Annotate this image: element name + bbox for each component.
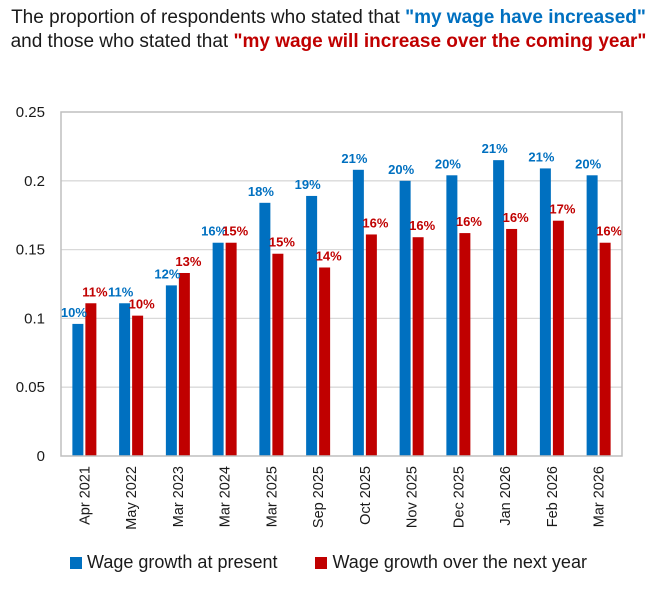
bar-present	[352, 169, 364, 457]
bar-next-year	[599, 242, 611, 456]
bar-present	[259, 202, 271, 456]
bar-next-year	[225, 242, 237, 456]
x-axis-ticks: Apr 2021 May 2022 Mar 2023 Mar 2024 Mar 2025…	[77, 466, 607, 530]
x-tick-label: Mar 2023	[171, 466, 187, 527]
x-tick-label: Dec 2025	[451, 466, 467, 528]
data-label-next-year: 11%	[82, 284, 108, 299]
bar-next-year	[132, 315, 144, 456]
x-tick-label: Sep 2025	[311, 466, 327, 528]
data-label-next-year: 16%	[456, 214, 482, 229]
y-tick-label: 0.15	[16, 242, 45, 259]
bar-next-year	[506, 228, 518, 456]
legend: Wage growth at present Wage growth over …	[0, 552, 657, 573]
legend-label-present: Wage growth at present	[87, 552, 278, 572]
data-label-next-year: 13%	[175, 254, 201, 269]
legend-swatch-next-year	[315, 556, 328, 569]
data-label-next-year: 10%	[129, 297, 155, 312]
bars	[72, 160, 611, 457]
data-label-present: 21%	[482, 141, 508, 156]
bar-present	[493, 160, 505, 456]
bar-next-year	[85, 303, 97, 456]
x-tick-label: Feb 2026	[545, 466, 561, 527]
data-label-next-year: 16%	[362, 215, 388, 230]
bar-present	[119, 303, 131, 456]
data-label-next-year: 14%	[316, 248, 342, 263]
gridlines	[61, 180, 622, 388]
y-tick-label: 0.1	[24, 310, 45, 327]
plot-area-frame	[60, 111, 623, 457]
bar-present	[212, 242, 224, 456]
data-label-present: 19%	[295, 177, 321, 192]
data-label-present: 21%	[528, 149, 554, 164]
legend-item-present: Wage growth at present	[70, 552, 277, 573]
y-tick-label: 0.05	[16, 379, 45, 396]
data-label-present: 12%	[154, 266, 180, 281]
bar-next-year	[272, 253, 284, 456]
data-label-present: 18%	[248, 184, 274, 199]
data-label-present: 21%	[341, 151, 367, 166]
data-label-next-year: 15%	[222, 224, 248, 239]
legend-swatch-present	[70, 556, 83, 569]
title-part-1: "my wage have increased"	[405, 7, 646, 28]
data-label-present: 20%	[388, 162, 414, 177]
bar-present	[399, 180, 411, 457]
x-tick-label: Nov 2025	[405, 466, 421, 528]
data-label-next-year: 15%	[269, 235, 295, 250]
data-labels: 10%11% 11%10%12%13%16%15%18%15%19%14%21%1…	[61, 141, 623, 320]
chart-title: The proportion of respondents who stated…	[0, 6, 657, 54]
x-tick-label: Mar 2024	[218, 466, 234, 527]
data-label-next-year: 17%	[549, 202, 575, 217]
bar-present	[306, 195, 318, 456]
x-tick-label: Oct 2025	[358, 466, 374, 525]
data-label-next-year: 16%	[503, 210, 529, 225]
x-tick-label: Mar 2025	[264, 466, 280, 527]
x-tick-label: May 2022	[124, 466, 140, 530]
x-tick-label: Jan 2026	[498, 466, 514, 526]
data-label-present: 20%	[435, 156, 461, 171]
data-label-present: 11%	[108, 284, 134, 299]
bar-next-year	[412, 237, 424, 456]
data-label-present: 10%	[61, 305, 87, 320]
data-label-next-year: 16%	[409, 218, 435, 233]
legend-item-next-year: Wage growth over the next year	[315, 552, 587, 573]
bar-next-year	[459, 233, 471, 456]
y-axis-ticks: 0 0.05 0.1 0.15 0.2 0.25	[16, 104, 45, 465]
bar-present	[165, 285, 177, 456]
title-part-3: "my wage will increase over the coming y…	[233, 31, 647, 52]
bar-present	[72, 323, 84, 456]
y-tick-label: 0.2	[24, 173, 45, 190]
title-part-0: The proportion of respondents who stated…	[11, 7, 406, 28]
bar-next-year	[365, 234, 377, 456]
title-part-2: and those who stated that	[10, 31, 234, 52]
bar-present	[586, 175, 598, 456]
bar-next-year	[552, 220, 564, 456]
x-tick-label: Mar 2026	[592, 466, 608, 527]
data-label-present: 20%	[575, 156, 601, 171]
legend-label-next-year: Wage growth over the next year	[332, 552, 587, 572]
bar-present	[539, 168, 551, 456]
data-label-present: 16%	[201, 224, 227, 239]
data-label-next-year: 16%	[596, 224, 622, 239]
bar-next-year	[178, 272, 190, 456]
x-tick-label: Apr 2021	[77, 466, 93, 525]
y-tick-label: 0.25	[16, 104, 45, 121]
bar-present	[446, 175, 458, 456]
bar-next-year	[319, 267, 331, 456]
y-tick-label: 0	[37, 448, 45, 465]
